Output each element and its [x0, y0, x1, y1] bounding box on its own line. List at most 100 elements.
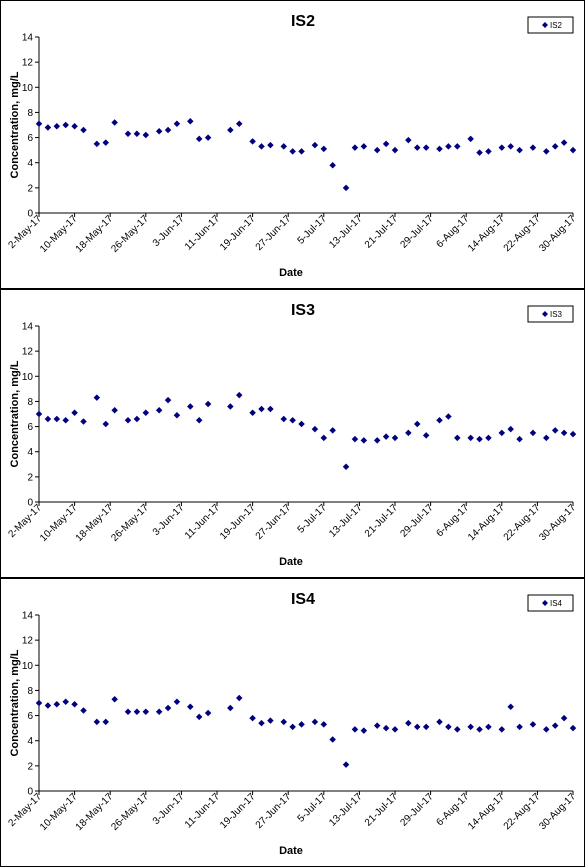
data-point	[102, 139, 110, 146]
x-tick-label: 27-Jun-17	[254, 791, 294, 831]
x-tick-label: 18-May-17	[74, 213, 116, 255]
y-axis-label: Concentration, mg/L	[9, 71, 21, 178]
x-tick-label: 11-Jun-17	[183, 791, 222, 830]
x-axis-label: Date	[279, 845, 303, 857]
data-point	[476, 726, 483, 733]
data-point	[329, 161, 336, 169]
y-tick-label: 6	[27, 133, 33, 144]
data-point	[311, 141, 319, 149]
data-point	[102, 420, 110, 428]
data-point	[485, 434, 492, 442]
legend-label: IS2	[550, 21, 563, 30]
y-tick-label: 14	[22, 33, 34, 44]
data-point	[342, 463, 350, 471]
data-point	[173, 698, 181, 705]
data-point	[405, 136, 412, 144]
data-point	[280, 718, 288, 726]
data-point	[498, 429, 506, 437]
data-point	[342, 184, 350, 192]
chart-panel-is4: IS4 0 2 4 6 8 10 12 14 2-May-17 10-May-17 18-May-17…	[0, 578, 585, 867]
data-point	[142, 409, 150, 416]
data-point	[373, 146, 381, 154]
data-point	[80, 707, 87, 714]
data-point	[71, 409, 78, 416]
x-tick-label: 26-May-17	[109, 791, 151, 833]
x-tick-label: 11-Jun-17	[183, 502, 222, 541]
data-point	[187, 117, 194, 125]
chart-title: IS3	[291, 302, 315, 319]
y-tick-label: 4	[27, 736, 33, 747]
data-point	[258, 143, 265, 150]
data-point	[507, 143, 514, 150]
x-tick-label: 27-Jun-17	[254, 502, 294, 542]
x-tick-label: 18-May-17	[74, 791, 116, 833]
x-tick-label: 27-Jun-17	[254, 213, 294, 253]
y-tick-label: 2	[27, 183, 33, 194]
data-point	[235, 120, 243, 127]
data-point	[280, 143, 288, 150]
data-point	[436, 417, 443, 424]
data-point	[195, 417, 203, 424]
x-tick-label: 29-Jul-17	[398, 213, 436, 251]
data-point	[164, 126, 172, 134]
data-point	[351, 144, 359, 151]
chart-svg: IS3024681012142-May-1710-May-1718-May-17…	[6, 302, 578, 568]
x-tick-label: 30-Aug-17	[537, 502, 578, 543]
data-point	[391, 726, 399, 733]
data-point	[187, 403, 194, 410]
x-tick-label: 5-Jul-17	[296, 502, 330, 536]
x-tick-label: 5-Jul-17	[296, 791, 330, 825]
chart-title: IS4	[291, 591, 315, 608]
data-point	[467, 434, 474, 442]
x-tick-label: 13-Jul-17	[327, 502, 365, 540]
y-tick-label: 14	[22, 611, 34, 622]
data-point	[476, 435, 483, 443]
y-tick-label: 2	[27, 761, 33, 772]
data-point	[360, 437, 368, 444]
data-point	[289, 723, 296, 731]
data-point	[454, 143, 461, 150]
data-point	[311, 718, 319, 726]
data-point	[111, 695, 118, 703]
data-point	[62, 417, 69, 424]
y-tick-label: 8	[27, 686, 33, 697]
data-point	[382, 724, 390, 732]
data-point	[422, 723, 430, 731]
data-point	[204, 709, 212, 717]
data-point	[133, 415, 141, 423]
legend-box	[527, 16, 574, 34]
data-point	[53, 123, 61, 130]
data-point	[569, 146, 577, 154]
data-point	[93, 718, 101, 726]
y-tick-label: 8	[27, 397, 33, 408]
data-point	[133, 130, 141, 138]
legend-label: IS4	[550, 599, 563, 608]
y-tick-label: 6	[27, 711, 33, 722]
data-point	[360, 143, 368, 150]
data-point	[391, 434, 399, 442]
y-tick-label: 0	[27, 209, 33, 220]
data-point	[551, 427, 559, 434]
data-point	[391, 146, 399, 154]
data-point	[204, 134, 212, 141]
data-point	[111, 406, 118, 414]
data-point	[71, 123, 78, 130]
data-point	[35, 120, 43, 127]
data-point	[351, 435, 359, 443]
data-point	[516, 146, 523, 154]
x-tick-label: 19-Jun-17	[218, 502, 258, 542]
data-point	[80, 126, 87, 134]
data-point	[164, 396, 172, 404]
data-point	[111, 119, 118, 126]
data-point	[267, 405, 274, 413]
data-point	[280, 415, 288, 423]
x-tick-label: 29-Jul-17	[398, 502, 436, 540]
data-point	[102, 718, 110, 726]
data-point	[373, 437, 381, 444]
data-point	[551, 722, 559, 729]
data-point	[467, 135, 474, 143]
y-tick-label: 4	[27, 447, 33, 458]
x-tick-label: 5-Jul-17	[296, 213, 330, 247]
data-point	[93, 394, 101, 401]
x-tick-label: 3-Jun-17	[151, 791, 187, 827]
